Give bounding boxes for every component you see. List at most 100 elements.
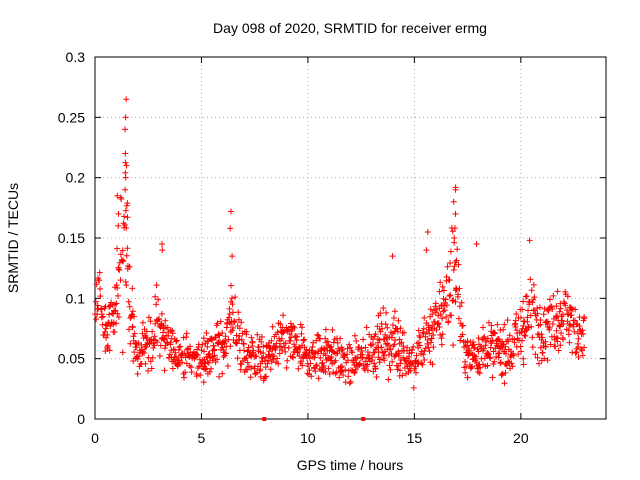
data-point (377, 310, 384, 317)
data-point (352, 366, 359, 373)
data-point (488, 340, 495, 347)
data-points (92, 96, 588, 421)
data-point (229, 324, 236, 331)
data-point (579, 327, 586, 334)
data-point (263, 343, 270, 350)
data-point (418, 360, 425, 367)
data-point (387, 366, 394, 373)
data-point (134, 370, 141, 377)
data-point (455, 315, 462, 322)
data-point (184, 346, 191, 353)
data-point (388, 334, 395, 341)
data-point (572, 350, 579, 357)
data-point (422, 345, 429, 352)
data-point (541, 305, 548, 312)
data-point (96, 277, 103, 284)
data-point (295, 344, 302, 351)
data-point (121, 213, 128, 220)
data-point (123, 162, 130, 169)
data-point (504, 317, 511, 324)
data-point (397, 360, 404, 367)
data-point (518, 329, 525, 336)
data-point (401, 329, 408, 336)
data-point (353, 338, 360, 345)
data-point (160, 329, 167, 336)
data-point (313, 362, 320, 369)
data-point (231, 318, 238, 325)
data-point (227, 208, 234, 215)
data-point (455, 261, 462, 268)
data-point (497, 359, 504, 366)
data-point (244, 348, 251, 355)
data-point (257, 366, 264, 373)
data-point (531, 294, 538, 301)
data-point (547, 303, 554, 310)
data-point (119, 247, 126, 254)
data-point (412, 369, 419, 376)
data-point (421, 314, 428, 321)
data-point (327, 344, 334, 351)
data-point (397, 325, 404, 332)
data-point (228, 282, 235, 289)
data-point (369, 341, 376, 348)
data-point (227, 225, 234, 232)
data-point (156, 352, 163, 359)
data-point (342, 366, 349, 373)
data-point (559, 317, 566, 324)
data-point (266, 348, 273, 355)
data-point (231, 318, 238, 325)
data-point (210, 355, 217, 362)
data-point (372, 366, 379, 373)
data-point (496, 345, 503, 352)
data-point (416, 332, 423, 339)
zero-marker (262, 417, 267, 421)
data-point (225, 336, 232, 343)
data-point (125, 298, 132, 305)
data-point (465, 351, 472, 358)
data-point (243, 328, 250, 335)
data-point (289, 353, 296, 360)
data-point (147, 318, 154, 325)
data-point (439, 283, 446, 290)
data-point (517, 314, 524, 321)
data-point (356, 360, 363, 367)
data-point (216, 332, 223, 339)
data-point (468, 364, 475, 371)
data-point (525, 324, 532, 331)
data-point (519, 337, 526, 344)
data-point (459, 322, 466, 329)
data-point (447, 248, 454, 255)
data-point (371, 360, 378, 367)
data-point (501, 380, 508, 387)
data-point (553, 303, 560, 310)
data-point (410, 384, 417, 391)
data-point (294, 349, 301, 356)
data-point (181, 374, 188, 381)
data-point (322, 369, 329, 376)
data-point (336, 374, 343, 381)
data-point (155, 315, 162, 322)
data-point (483, 338, 490, 345)
data-point (115, 264, 122, 271)
data-point (203, 330, 210, 337)
data-point (123, 252, 130, 259)
data-point (437, 311, 444, 318)
data-point (345, 373, 352, 380)
data-point (317, 354, 324, 361)
data-point (415, 360, 422, 367)
data-point (98, 305, 105, 312)
data-point (372, 331, 379, 338)
data-point (320, 362, 327, 369)
x-axis: 0 5 10 15 20 (91, 57, 529, 446)
data-point (481, 333, 488, 340)
data-point (306, 355, 313, 362)
data-point (500, 326, 507, 333)
data-point (558, 330, 565, 337)
data-point (299, 362, 306, 369)
data-point (143, 343, 150, 350)
data-point (153, 301, 160, 308)
data-point (296, 352, 303, 359)
data-point (248, 334, 255, 341)
data-point (557, 323, 564, 330)
